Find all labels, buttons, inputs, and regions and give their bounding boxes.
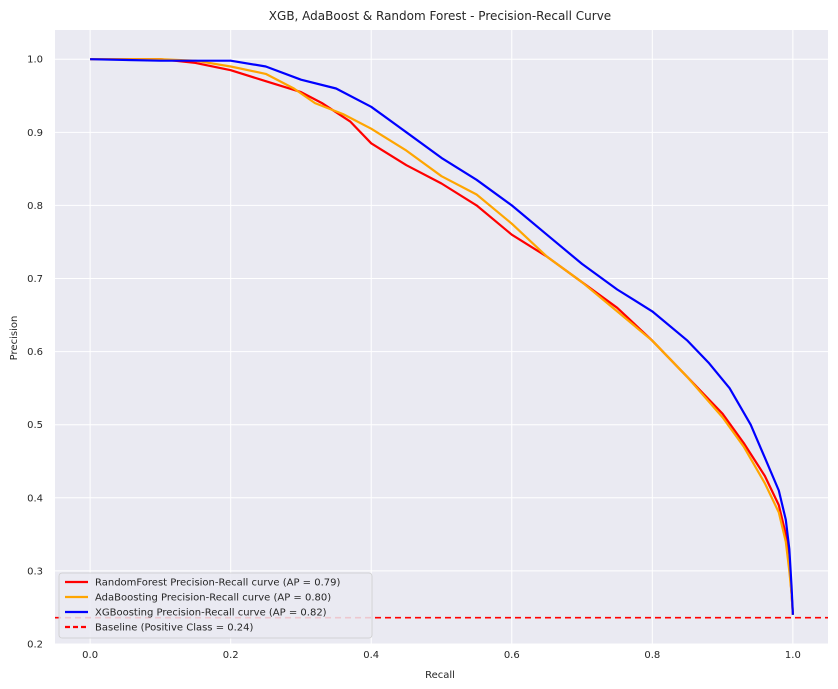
legend-label: Baseline (Positive Class = 0.24) bbox=[95, 623, 254, 634]
x-tick-label: 0.6 bbox=[504, 650, 520, 661]
legend-box bbox=[58, 572, 373, 639]
legend: RandomForest Precision-Recall curve (AP … bbox=[58, 572, 373, 639]
y-tick-label: 0.6 bbox=[27, 347, 43, 358]
y-axis-label: Precision bbox=[9, 316, 20, 361]
y-tick-label: 1.0 bbox=[27, 55, 43, 66]
y-tick-label: 0.5 bbox=[27, 420, 43, 431]
x-tick-label: 0.8 bbox=[644, 650, 660, 661]
x-tick-label: 0.0 bbox=[82, 650, 98, 661]
x-axis-label: Recall bbox=[425, 670, 455, 681]
y-tick-label: 0.4 bbox=[27, 493, 43, 504]
y-tick-label: 0.7 bbox=[27, 274, 43, 285]
legend-label: AdaBoosting Precision-Recall curve (AP =… bbox=[95, 593, 331, 604]
x-tick-label: 0.4 bbox=[363, 650, 379, 661]
grid bbox=[55, 30, 828, 645]
series-line-2 bbox=[90, 58, 794, 615]
plot-background bbox=[55, 30, 828, 644]
legend-label: RandomForest Precision-Recall curve (AP … bbox=[95, 578, 340, 589]
series-line-1 bbox=[90, 58, 794, 615]
ticks: 0.0 0.2 0.4 0.6 0.8 1.0 0.2 0.3 0.4 0.5 0.6 0.7 0.8 0… bbox=[27, 55, 801, 661]
y-tick-label: 0.2 bbox=[27, 640, 43, 651]
y-tick-label: 0.9 bbox=[27, 128, 43, 139]
chart-title: XGB, AdaBoost & Random Forest - Precisio… bbox=[269, 9, 611, 23]
y-tick-label: 0.8 bbox=[27, 201, 43, 212]
legend-label: XGBoosting Precision-Recall curve (AP = … bbox=[95, 608, 327, 619]
y-tick-label: 0.3 bbox=[27, 566, 43, 577]
series-layer bbox=[90, 58, 794, 615]
x-tick-label: 0.2 bbox=[223, 650, 239, 661]
series-line-0 bbox=[90, 58, 794, 615]
x-tick-label: 1.0 bbox=[785, 650, 801, 661]
